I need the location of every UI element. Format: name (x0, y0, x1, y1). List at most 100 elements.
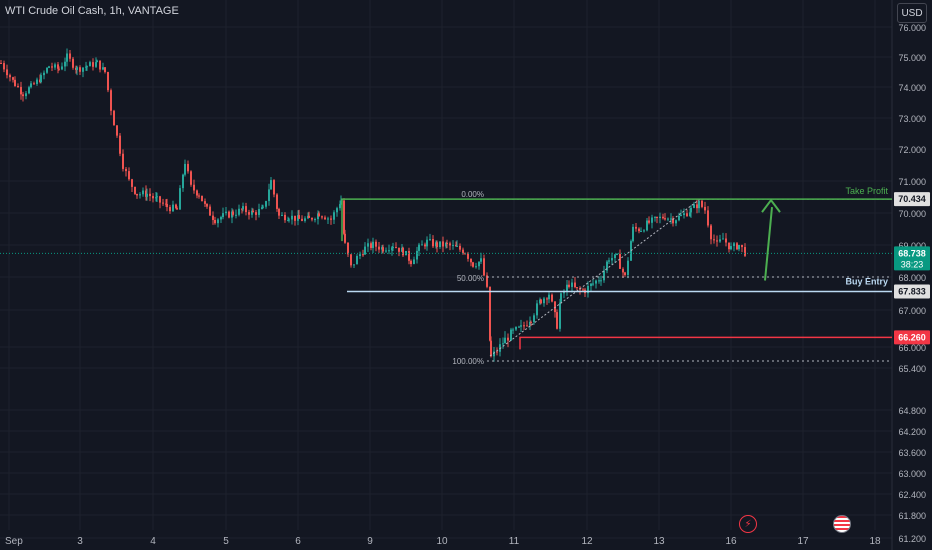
candle-body (255, 212, 257, 215)
candle-body (736, 243, 738, 250)
candle-body (175, 204, 177, 209)
target-arrow-shaft (764, 207, 773, 281)
candle-body (413, 259, 415, 265)
candle-body (630, 241, 632, 261)
candle-body (582, 289, 584, 291)
candle-body (64, 61, 66, 67)
candle-body (146, 193, 148, 197)
candle-body (470, 258, 472, 263)
candle-body (395, 247, 397, 249)
candle-body (142, 190, 144, 195)
candle-body (656, 216, 658, 219)
candle-body (184, 163, 186, 175)
time-axis: Sep 3 4 5 6 9 10 11 12 13 16 17 18 (5, 536, 881, 547)
candle-body (533, 315, 535, 322)
time-tick-label: 10 (436, 536, 448, 547)
candle-body (212, 215, 214, 220)
candle-body (445, 242, 447, 247)
time-tick-label: 6 (295, 536, 301, 547)
candle-body (489, 286, 491, 341)
price-tick-label: 75.000 (898, 53, 926, 63)
candle-body (356, 256, 358, 265)
candle-body (733, 243, 735, 247)
price-tick-label: 72.000 (898, 145, 926, 155)
candle-body (54, 64, 56, 68)
candle-body (556, 312, 558, 329)
candle-body (576, 287, 578, 289)
candle-body (478, 261, 480, 267)
candle-body (169, 207, 171, 212)
candle-body (504, 337, 506, 344)
candle-body (603, 270, 605, 281)
candle-body (686, 213, 688, 217)
candle-body (95, 62, 97, 67)
fib-level-label: 100.00% (452, 357, 484, 366)
candle-body (136, 193, 138, 196)
candle-body (33, 83, 35, 85)
stop-loss-line (519, 336, 892, 350)
candle-body (730, 246, 732, 250)
candle-body (693, 204, 695, 208)
candle-body (252, 210, 254, 213)
candle-body (14, 79, 16, 86)
candle-body (654, 216, 656, 218)
time-tick-label: 17 (797, 536, 809, 547)
candle-body (58, 68, 60, 70)
candle-body (464, 253, 466, 255)
candle-body (622, 268, 624, 273)
candle-body (590, 283, 592, 287)
candle-body (378, 246, 380, 250)
candle-body (566, 284, 568, 292)
candle-body (442, 241, 444, 247)
candle-body (298, 215, 300, 219)
candle-body (262, 206, 264, 208)
stop-loss-price-label: 66.260 (898, 332, 926, 342)
candle-body (540, 299, 542, 304)
time-tick-label: 12 (581, 536, 593, 547)
fib-level-label: 50.00% (457, 274, 484, 283)
candle-body (265, 201, 267, 207)
candle-body (536, 303, 538, 316)
candle-body (410, 260, 412, 265)
candle-body (382, 247, 384, 252)
candle-body (648, 220, 650, 223)
candle-body (242, 206, 244, 210)
price-tick-label: 61.200 (898, 534, 926, 544)
candle-body (638, 228, 640, 232)
time-tick-label: 16 (725, 536, 737, 547)
candle-body (104, 67, 106, 73)
price-tick-label: 63.000 (898, 469, 926, 479)
candle-body (156, 196, 158, 198)
candle-body (651, 217, 653, 223)
candle-body (719, 239, 721, 242)
buy-entry-price-label: 67.833 (898, 287, 926, 297)
candle-body (462, 249, 464, 254)
candle-body (364, 246, 366, 255)
candle-body (662, 216, 664, 219)
candle-body (308, 215, 310, 218)
candle-body (159, 196, 161, 203)
candle-body (546, 298, 548, 300)
candle-body (683, 213, 685, 216)
candle-body (40, 75, 42, 83)
currency-button[interactable]: USD (897, 3, 927, 23)
lightning-icon[interactable]: ⚡ (739, 515, 757, 533)
candle-body (408, 251, 410, 261)
time-tick-label: Sep (5, 536, 23, 547)
candle-body (225, 211, 227, 214)
candle-body (611, 258, 613, 261)
candle-body (273, 180, 275, 195)
candle-body (559, 302, 561, 329)
candle-body (251, 210, 253, 215)
candle-body (568, 284, 570, 287)
time-tick-label: 9 (367, 536, 373, 547)
candle-body (125, 168, 127, 172)
candle-body (333, 212, 335, 220)
candle-body (606, 261, 608, 271)
candle-body (330, 218, 332, 220)
candle-body (30, 83, 32, 88)
candle-body (664, 218, 666, 220)
candle-body (467, 253, 469, 259)
us-flag-icon[interactable] (833, 515, 851, 533)
